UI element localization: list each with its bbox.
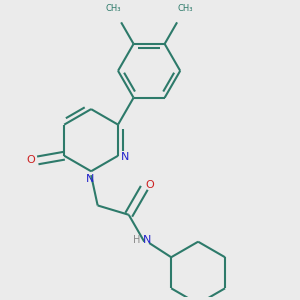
Text: N: N xyxy=(143,235,151,245)
Text: CH₃: CH₃ xyxy=(177,4,193,14)
Text: O: O xyxy=(146,180,154,190)
Text: N: N xyxy=(120,152,129,162)
Text: O: O xyxy=(26,155,35,165)
Text: CH₃: CH₃ xyxy=(106,4,121,14)
Text: N: N xyxy=(86,174,94,184)
Text: H: H xyxy=(134,235,141,245)
